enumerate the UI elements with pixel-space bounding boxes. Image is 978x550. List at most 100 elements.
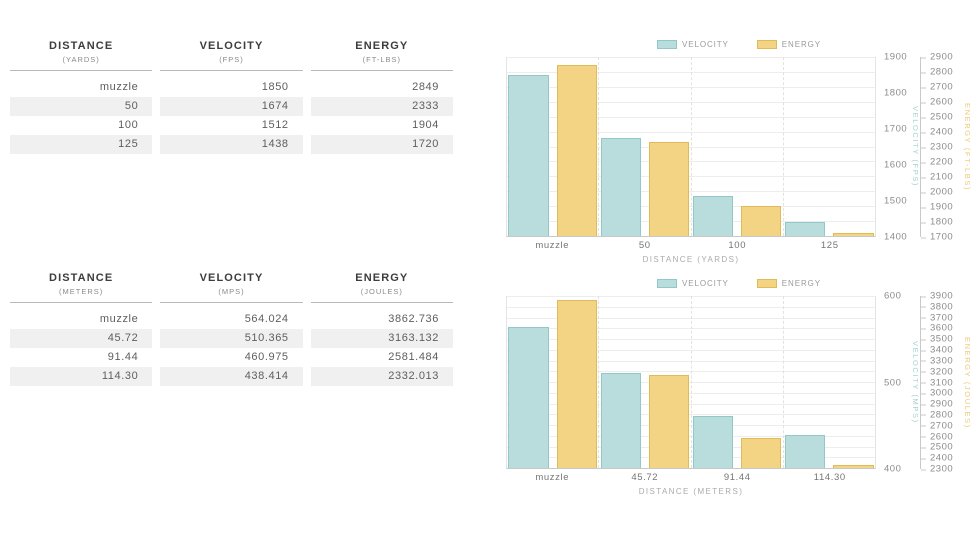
velocity-bar bbox=[692, 415, 734, 468]
table-cell: 3163.132 bbox=[310, 329, 453, 348]
energy-tick-label: 2900 bbox=[920, 51, 954, 63]
table-cell: 1674 bbox=[160, 97, 303, 116]
energy-tick-label: 2300 bbox=[920, 141, 954, 153]
chart-legend: VELOCITY ENERGY bbox=[506, 277, 972, 289]
column-header-unit: (METERS) bbox=[59, 287, 104, 296]
energy-tick-label: 2300 bbox=[920, 463, 954, 475]
velocity-bar bbox=[508, 326, 549, 468]
x-axis-labels: muzzle 45.72 91.44 114.30 bbox=[506, 469, 876, 486]
table-cell: 50 bbox=[10, 97, 153, 116]
column-header-unit: (JOULES) bbox=[360, 287, 403, 296]
table-cell: muzzle bbox=[99, 81, 139, 93]
energy-tick-label: 2400 bbox=[920, 126, 954, 138]
bar-group-muzzle bbox=[507, 296, 598, 468]
table-column-distance: DISTANCE (METERS) muzzle 45.72 91.44 114.30 bbox=[10, 272, 153, 386]
table-cell: 2333 bbox=[310, 97, 453, 116]
velocity-bar bbox=[692, 195, 734, 236]
energy-bar bbox=[833, 233, 874, 236]
table-cell: 100 bbox=[118, 119, 139, 131]
energy-tick-label: 2600 bbox=[920, 96, 954, 108]
legend-swatch-energy bbox=[756, 278, 777, 288]
bar-groups bbox=[507, 296, 875, 468]
energy-tick-label: 2500 bbox=[920, 111, 954, 123]
energy-axis-title: ENERGY (FT-LBS) bbox=[963, 102, 972, 192]
header-divider bbox=[10, 302, 153, 303]
chart-body: muzzle 45.72 91.44 114.30 DISTANCE (METERS) 4… bbox=[506, 291, 972, 499]
energy-tick-label: 3300 bbox=[920, 355, 954, 367]
energy-tick-label: 3100 bbox=[920, 377, 954, 388]
velocity-axis-title: VELOCITY (MPS) bbox=[911, 341, 920, 424]
energy-tick-label: 3000 bbox=[920, 387, 954, 399]
table-cell: 1512 bbox=[261, 119, 289, 131]
legend-item-energy[interactable]: ENERGY bbox=[756, 39, 821, 49]
energy-tick-label: 3600 bbox=[920, 322, 954, 334]
column-header: VELOCITY (FPS) bbox=[160, 40, 302, 70]
energy-tick-label: 1800 bbox=[920, 216, 954, 228]
column-header-unit: (FPS) bbox=[219, 55, 244, 64]
energy-tick-label: 2100 bbox=[920, 171, 954, 183]
velocity-axis-ticks: 1400 1500 1600 1700 1800 1900 bbox=[876, 52, 908, 243]
table-cell: 45.72 bbox=[10, 329, 153, 348]
column-header-label: ENERGY bbox=[355, 272, 409, 284]
ballistics-table-yards: DISTANCE (YARDS) muzzle 50 100 125 VELOCITY (FP… bbox=[10, 40, 453, 154]
table-cell: 1850 bbox=[261, 81, 289, 93]
bar-group-100 bbox=[690, 57, 783, 236]
legend-item-energy[interactable]: ENERGY bbox=[756, 278, 821, 288]
velocity-tick-label: 600 bbox=[884, 290, 902, 302]
velocity-tick-label: 1600 bbox=[884, 159, 908, 171]
table-column-velocity: VELOCITY (MPS) 564.024 510.365 460.975 438.41… bbox=[160, 272, 303, 386]
table-cell: 125 bbox=[10, 135, 153, 154]
x-category-label: 50 bbox=[638, 240, 651, 251]
table-cell: 438.414 bbox=[160, 367, 303, 386]
energy-tick-label: 3700 bbox=[920, 312, 954, 324]
energy-tick-label: 1900 bbox=[920, 201, 954, 213]
velocity-energy-chart-yards: VELOCITY ENERGY muzzle 50 100 125 DISTANCE (YA… bbox=[506, 38, 972, 267]
energy-bar bbox=[556, 300, 597, 468]
x-category-label: muzzle bbox=[535, 240, 570, 251]
plot-area bbox=[506, 57, 876, 237]
header-divider bbox=[310, 302, 453, 303]
x-category-label: 100 bbox=[728, 240, 747, 251]
column-header-label: DISTANCE bbox=[49, 40, 114, 52]
x-category-label: 125 bbox=[820, 240, 839, 251]
bar-group-114.30 bbox=[782, 296, 875, 468]
energy-axis-ticks: 1700 1800 1900 2000 2100 2200 2300 2400 2500 2600… bbox=[920, 52, 958, 243]
table-cell: 3862.736 bbox=[388, 313, 439, 325]
energy-axis-title: ENERGY (JOULES) bbox=[963, 336, 972, 429]
x-category-label: 114.30 bbox=[813, 472, 846, 483]
energy-tick-label: 3500 bbox=[920, 333, 954, 345]
energy-bar bbox=[648, 141, 690, 236]
table-cell: 460.975 bbox=[244, 351, 289, 363]
legend-label: ENERGY bbox=[781, 278, 821, 288]
table-column-energy: ENERGY (FT-LBS) 2849 2333 1904 1720 bbox=[310, 40, 453, 154]
legend-item-velocity[interactable]: VELOCITY bbox=[657, 278, 729, 288]
energy-tick-label: 1700 bbox=[920, 231, 954, 243]
bar-group-91.44 bbox=[690, 296, 783, 468]
energy-tick-label: 3800 bbox=[920, 301, 954, 313]
column-header-label: VELOCITY bbox=[199, 40, 264, 52]
energy-tick-label: 2600 bbox=[920, 431, 954, 443]
velocity-bar bbox=[600, 373, 641, 468]
velocity-tick-label: 1900 bbox=[884, 51, 908, 63]
table-column-distance: DISTANCE (YARDS) muzzle 50 100 125 bbox=[10, 40, 153, 154]
velocity-tick-label: 1800 bbox=[884, 87, 908, 99]
legend-item-velocity[interactable]: VELOCITY bbox=[657, 39, 729, 49]
ballistics-table-meters: DISTANCE (METERS) muzzle 45.72 91.44 114.30 VE… bbox=[10, 272, 453, 386]
legend-swatch-velocity bbox=[657, 278, 678, 288]
plot-column: muzzle 45.72 91.44 114.30 DISTANCE (METERS) bbox=[506, 296, 876, 499]
energy-tick-label: 2000 bbox=[920, 186, 954, 198]
column-header-label: ENERGY bbox=[355, 40, 409, 52]
velocity-axis-title: VELOCITY (FPS) bbox=[911, 106, 920, 188]
energy-bar bbox=[648, 375, 690, 468]
x-category-label: muzzle bbox=[535, 472, 570, 483]
energy-tick-label: 2800 bbox=[920, 66, 954, 78]
column-header: DISTANCE (YARDS) bbox=[10, 40, 152, 70]
x-axis-title: DISTANCE (YARDS) bbox=[642, 255, 740, 264]
legend-label: VELOCITY bbox=[682, 278, 729, 288]
energy-tick-label: 3200 bbox=[920, 366, 954, 378]
table-cell: 2849 bbox=[412, 81, 439, 93]
table-cell: 1904 bbox=[412, 119, 439, 131]
header-divider bbox=[10, 70, 153, 71]
bar-group-50 bbox=[598, 57, 690, 236]
energy-tick-label: 3900 bbox=[920, 290, 954, 302]
